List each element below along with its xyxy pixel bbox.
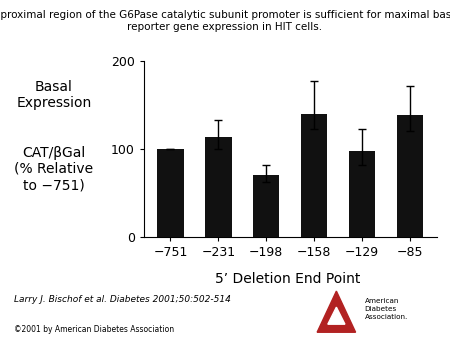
Polygon shape: [328, 307, 345, 324]
Text: American
Diabetes
Association.: American Diabetes Association.: [364, 298, 408, 320]
Text: Larry J. Bischof et al. Diabetes 2001;50:502-514: Larry J. Bischof et al. Diabetes 2001;50…: [14, 295, 230, 304]
Bar: [253, 175, 279, 237]
Bar: [158, 149, 184, 237]
Bar: [205, 137, 232, 237]
Text: A proximal region of the G6Pase catalytic subunit promoter is sufficient for max: A proximal region of the G6Pase catalyti…: [0, 10, 450, 32]
Text: CAT/βGal
(% Relative
to −751): CAT/βGal (% Relative to −751): [14, 146, 94, 192]
Bar: [349, 151, 375, 237]
Text: 5’ Deletion End Point: 5’ Deletion End Point: [215, 272, 361, 286]
Bar: [301, 114, 328, 237]
Polygon shape: [317, 291, 356, 332]
Bar: [397, 115, 423, 237]
Text: Basal
Expression: Basal Expression: [16, 79, 92, 110]
Text: ©2001 by American Diabetes Association: ©2001 by American Diabetes Association: [14, 325, 174, 334]
